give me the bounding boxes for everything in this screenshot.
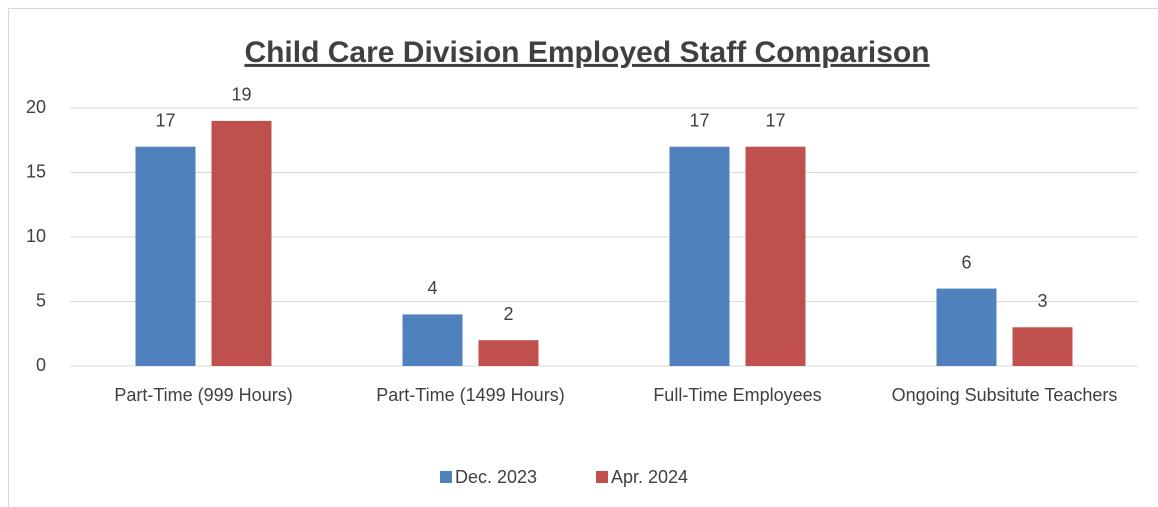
- y-tick-label: 10: [26, 226, 46, 246]
- bar: [745, 146, 806, 366]
- value-label: 3: [1037, 291, 1047, 311]
- value-label: 4: [427, 278, 437, 298]
- bar: [478, 340, 539, 366]
- value-label: 17: [155, 110, 175, 130]
- bar: [669, 146, 730, 366]
- x-tick-label: Ongoing Subsitute Teachers: [892, 385, 1118, 405]
- chart-border: [8, 8, 1158, 507]
- y-tick-label: 15: [26, 161, 46, 181]
- legend-swatch: [440, 471, 452, 483]
- value-label: 6: [961, 252, 971, 272]
- legend-swatch: [596, 471, 608, 483]
- bar: [211, 120, 272, 367]
- x-tick-label: Part-Time (999 Hours): [114, 385, 292, 405]
- bar: [1012, 327, 1073, 366]
- legend-label: Apr. 2024: [611, 467, 688, 487]
- y-tick-label: 20: [26, 97, 46, 117]
- chart-title: Child Care Division Employed Staff Compa…: [244, 36, 929, 69]
- y-tick-label: 5: [36, 290, 46, 310]
- value-label: 17: [765, 110, 785, 130]
- x-tick-label: Full-Time Employees: [653, 385, 821, 405]
- value-label: 17: [689, 110, 709, 130]
- value-label: 19: [231, 85, 251, 105]
- x-tick-label: Part-Time (1499 Hours): [376, 385, 564, 405]
- bar: [936, 288, 997, 366]
- legend-label: Dec. 2023: [455, 467, 537, 487]
- bar: [402, 314, 463, 366]
- value-label: 2: [503, 304, 513, 324]
- bar: [135, 146, 196, 366]
- y-tick-label: 0: [36, 355, 46, 375]
